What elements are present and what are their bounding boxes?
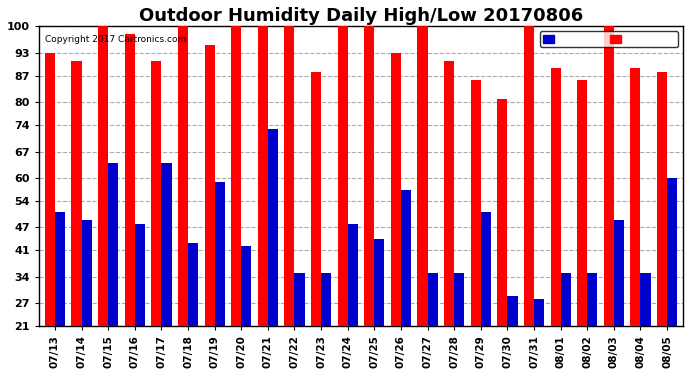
Bar [151,61,161,326]
Bar [551,68,561,326]
Bar [507,296,518,326]
Bar [587,273,598,326]
Bar [348,224,358,326]
Bar [337,27,348,326]
Bar [444,61,454,326]
Bar [135,224,145,326]
Bar [364,27,374,326]
Bar [125,34,135,326]
Bar [204,45,215,326]
Bar [81,220,92,326]
Bar [45,53,55,326]
Bar [268,129,278,326]
Bar [534,300,544,326]
Bar [614,220,624,326]
Bar [497,99,507,326]
Bar [241,246,251,326]
Bar [524,27,534,326]
Legend: Low  (%), High  (%): Low (%), High (%) [540,32,678,47]
Bar [231,27,241,326]
Bar [295,273,304,326]
Bar [640,273,651,326]
Bar [258,27,268,326]
Bar [667,178,677,326]
Text: Copyright 2017 Cartronics.com: Copyright 2017 Cartronics.com [46,36,187,45]
Bar [657,72,667,326]
Bar [215,182,225,326]
Bar [391,53,401,326]
Bar [55,212,65,326]
Bar [577,80,587,326]
Bar [481,212,491,326]
Bar [72,61,81,326]
Title: Outdoor Humidity Daily High/Low 20170806: Outdoor Humidity Daily High/Low 20170806 [139,7,583,25]
Bar [178,27,188,326]
Bar [428,273,437,326]
Bar [98,27,108,326]
Bar [471,80,481,326]
Bar [604,27,614,326]
Bar [311,72,321,326]
Bar [631,68,640,326]
Bar [401,189,411,326]
Bar [454,273,464,326]
Bar [321,273,331,326]
Bar [188,243,198,326]
Bar [561,273,571,326]
Bar [417,27,428,326]
Bar [161,163,172,326]
Bar [374,239,384,326]
Bar [284,27,295,326]
Bar [108,163,118,326]
